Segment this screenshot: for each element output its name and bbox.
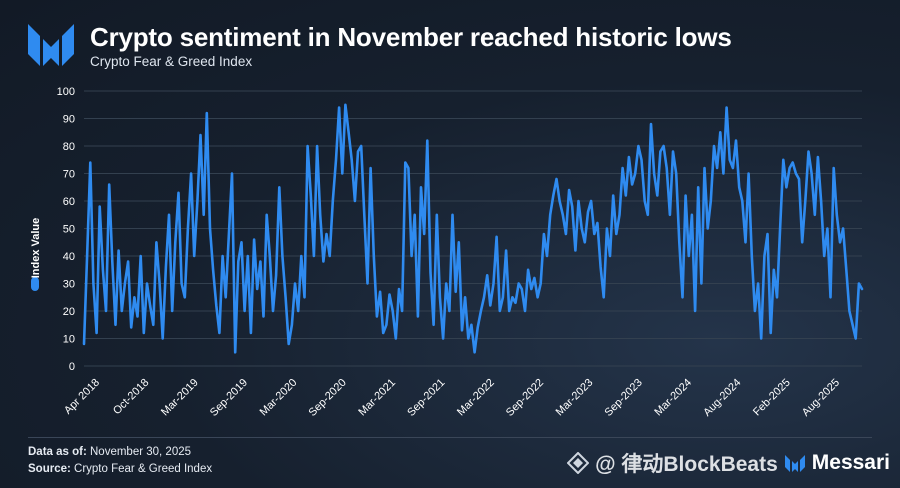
series-layer [82, 103, 864, 354]
watermark-handle: @ 律动BlockBeats [595, 453, 778, 476]
page-subtitle: Crypto Fear & Greed Index [90, 54, 253, 69]
y-tick-label: 80 [63, 141, 75, 153]
source-label: Source: [28, 463, 71, 475]
footer-divider [28, 437, 872, 438]
messari-logo [28, 24, 74, 66]
x-tick-label: Mar-2023 [554, 377, 596, 419]
x-tick-label: Mar-2024 [652, 377, 694, 419]
page-title: Crypto sentiment in November reached his… [90, 22, 732, 52]
series-line-index-value [82, 103, 864, 354]
y-tick-label: 0 [69, 361, 75, 373]
x-tick-label: Feb-2025 [751, 377, 793, 419]
y-tick-label: 100 [57, 86, 75, 98]
data-date: Data as of: November 30, 2025 [28, 446, 191, 458]
x-tick-label: Mar-2021 [356, 377, 398, 419]
y-tick-label: 40 [63, 251, 75, 263]
watermark-brand: Messari [811, 451, 890, 474]
y-tick-label: 90 [63, 114, 75, 126]
y-tick-label: 10 [63, 334, 75, 346]
x-tick-labels: Apr 2018 Oct-2018 Mar-2019 Sep-2019 Mar-2020… [62, 377, 842, 419]
source-line: Source: Crypto Fear & Greed Index [28, 463, 212, 475]
messari-mini-icon [784, 455, 805, 472]
legend-swatch [31, 277, 39, 291]
blockbeats-icon [567, 452, 590, 474]
y-tick-label: 20 [63, 306, 75, 318]
x-tick-label: Sep-2019 [208, 377, 250, 419]
data-date-label: Data as of: [28, 446, 87, 458]
x-tick-label: Oct-2018 [111, 377, 151, 417]
x-tick-label: Apr 2018 [62, 377, 102, 417]
x-tick-label: Mar-2020 [258, 377, 300, 419]
x-tick-label: Aug-2024 [701, 377, 743, 419]
data-date-value: November 30, 2025 [90, 446, 192, 458]
x-tick-label: Sep-2023 [603, 377, 645, 419]
x-tick-label: Sep-2022 [504, 377, 546, 419]
y-tick-label: 30 [63, 279, 75, 291]
source-value: Crypto Fear & Greed Index [74, 463, 213, 475]
x-tick-label: Aug-2025 [800, 377, 842, 419]
x-tick-label: Sep-2020 [307, 377, 349, 419]
x-tick-label: Mar-2022 [455, 377, 497, 419]
y-axis-legend: Index Value [30, 218, 42, 291]
y-tick-labels: 0 10 20 30 40 50 60 70 80 90 100 [57, 86, 75, 373]
y-tick-label: 70 [63, 169, 75, 181]
y-axis-label: Index Value [30, 218, 42, 279]
watermark: @ 律动BlockBeats Messari [567, 448, 890, 478]
y-tick-label: 50 [63, 224, 75, 236]
x-tick-label: Sep-2021 [405, 377, 447, 419]
y-tick-label: 60 [63, 196, 75, 208]
x-tick-label: Mar-2019 [159, 377, 201, 419]
